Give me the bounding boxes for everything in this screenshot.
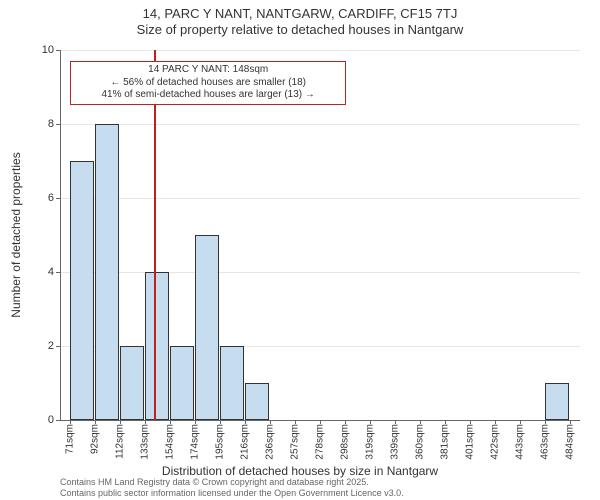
x-tick-mark xyxy=(370,420,371,424)
x-tick-label: 401sqm xyxy=(464,424,475,460)
x-tick-mark xyxy=(145,420,146,424)
footer-line-1: Contains HM Land Registry data © Crown c… xyxy=(60,477,404,487)
gridline-h xyxy=(60,50,580,51)
footer-attribution: Contains HM Land Registry data © Crown c… xyxy=(60,477,404,498)
property-marker-line xyxy=(154,50,156,420)
x-tick-label: 71sqm xyxy=(65,424,76,454)
histogram-bar xyxy=(195,235,219,420)
footer-line-2: Contains public sector information licen… xyxy=(60,488,404,498)
histogram-bar xyxy=(120,346,144,420)
x-tick-label: 463sqm xyxy=(539,424,550,460)
x-tick-label: 154sqm xyxy=(165,424,176,460)
x-tick-label: 236sqm xyxy=(265,424,276,460)
x-tick-label: 319sqm xyxy=(364,424,375,460)
y-tick-label: 10 xyxy=(42,44,54,56)
histogram-bar xyxy=(145,272,169,420)
x-tick-mark xyxy=(545,420,546,424)
title-line-2: Size of property relative to detached ho… xyxy=(0,22,600,38)
x-tick-label: 278sqm xyxy=(315,424,326,460)
x-tick-label: 484sqm xyxy=(564,424,575,460)
x-tick-label: 174sqm xyxy=(190,424,201,460)
x-tick-label: 257sqm xyxy=(290,424,301,460)
y-tick-label: 2 xyxy=(48,340,54,352)
x-tick-mark xyxy=(420,420,421,424)
y-tick-label: 8 xyxy=(48,118,54,130)
gridline-h xyxy=(60,198,580,199)
histogram-bar xyxy=(545,383,569,420)
x-tick-mark xyxy=(245,420,246,424)
y-axis-label: Number of detached properties xyxy=(9,152,23,317)
annotation-box: 14 PARC Y NANT: 148sqm← 56% of detached … xyxy=(70,61,346,105)
x-tick-label: 339sqm xyxy=(389,424,400,460)
x-tick-label: 133sqm xyxy=(140,424,151,460)
x-tick-mark xyxy=(345,420,346,424)
annotation-line1: 14 PARC Y NANT: 148sqm xyxy=(75,64,341,77)
plot-area: 024681071sqm92sqm112sqm133sqm154sqm174sq… xyxy=(60,50,580,420)
x-tick-mark xyxy=(395,420,396,424)
gridline-h xyxy=(60,272,580,273)
x-tick-label: 298sqm xyxy=(339,424,350,460)
x-tick-label: 112sqm xyxy=(115,424,126,459)
y-tick-label: 0 xyxy=(48,414,54,426)
histogram-bar xyxy=(245,383,269,420)
x-tick-label: 216sqm xyxy=(240,424,251,460)
x-tick-mark xyxy=(570,420,571,424)
x-tick-mark xyxy=(195,420,196,424)
histogram-bar xyxy=(70,161,94,420)
annotation-line2: ← 56% of detached houses are smaller (18… xyxy=(75,77,341,90)
y-tick-label: 4 xyxy=(48,266,54,278)
x-tick-mark xyxy=(220,420,221,424)
annotation-line3: 41% of semi-detached houses are larger (… xyxy=(75,89,341,102)
x-tick-mark xyxy=(95,420,96,424)
histogram-bar xyxy=(95,124,119,420)
x-axis-label: Distribution of detached houses by size … xyxy=(162,464,438,478)
histogram-bar xyxy=(170,346,194,420)
x-tick-mark xyxy=(270,420,271,424)
x-tick-label: 381sqm xyxy=(439,424,450,460)
x-tick-mark xyxy=(470,420,471,424)
x-tick-mark xyxy=(295,420,296,424)
x-tick-label: 360sqm xyxy=(414,424,425,460)
x-tick-label: 92sqm xyxy=(90,424,101,454)
y-axis-line xyxy=(60,50,61,420)
x-tick-label: 195sqm xyxy=(215,424,226,460)
x-tick-mark xyxy=(495,420,496,424)
gridline-h xyxy=(60,124,580,125)
y-tick-label: 6 xyxy=(48,192,54,204)
chart-title: 14, PARC Y NANT, NANTGARW, CARDIFF, CF15… xyxy=(0,0,600,39)
x-tick-mark xyxy=(320,420,321,424)
title-line-1: 14, PARC Y NANT, NANTGARW, CARDIFF, CF15… xyxy=(0,6,600,22)
x-tick-label: 443sqm xyxy=(514,424,525,460)
histogram-bar xyxy=(220,346,244,420)
x-tick-mark xyxy=(445,420,446,424)
x-tick-mark xyxy=(170,420,171,424)
x-tick-mark xyxy=(520,420,521,424)
x-tick-mark xyxy=(70,420,71,424)
x-tick-label: 422sqm xyxy=(489,424,500,460)
x-tick-mark xyxy=(120,420,121,424)
